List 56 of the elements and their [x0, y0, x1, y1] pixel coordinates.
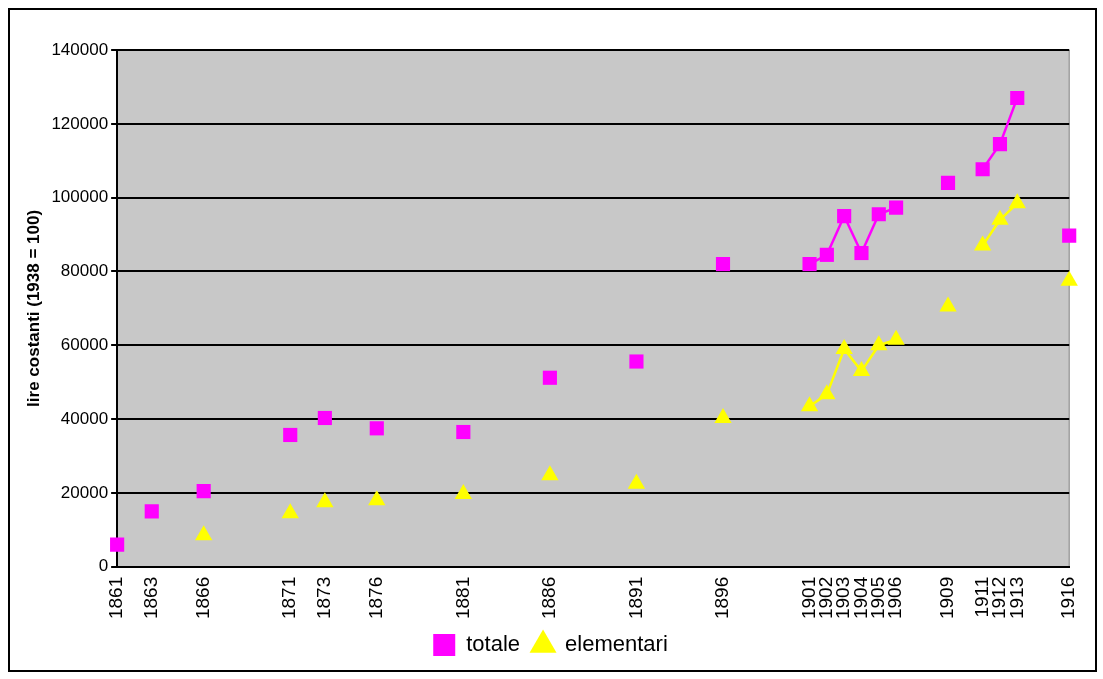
point — [456, 424, 471, 440]
point — [835, 338, 853, 354]
point — [368, 490, 386, 506]
point — [887, 329, 905, 345]
point — [837, 209, 852, 224]
point — [454, 484, 472, 500]
x-tick-label: 1916 — [1057, 576, 1079, 620]
y-axis-title: lire costanti (1938 = 100) — [23, 209, 43, 407]
point — [629, 354, 644, 369]
point — [871, 207, 886, 222]
y-tick-label: 140000 — [51, 39, 109, 59]
point — [195, 525, 213, 541]
x-tick-label: 1863 — [139, 576, 161, 620]
y-tick-label: 120000 — [51, 113, 109, 133]
x-tick-label: 1861 — [105, 576, 127, 620]
point — [317, 410, 332, 426]
point — [889, 200, 904, 215]
point — [800, 396, 819, 412]
x-tick-label: 1886 — [538, 576, 560, 620]
point — [870, 335, 888, 351]
legend-label: elementari — [565, 631, 668, 657]
point — [975, 162, 990, 177]
point — [627, 473, 646, 489]
legend-label: totale — [466, 631, 521, 657]
point — [819, 247, 834, 262]
point — [281, 503, 299, 519]
point — [802, 257, 817, 272]
point — [818, 384, 836, 400]
x-tick-label: 1896 — [711, 576, 733, 620]
y-tick-label: 80000 — [60, 261, 109, 281]
x-tick-label: 1876 — [365, 576, 387, 620]
point — [542, 370, 557, 385]
x-tick-label: 1873 — [313, 576, 335, 620]
point — [541, 465, 559, 481]
y-tick-label: 60000 — [60, 334, 109, 354]
x-tick-label: 1871 — [278, 576, 300, 620]
point — [939, 296, 957, 312]
x-tick-label: 1909 — [936, 576, 958, 620]
point — [852, 361, 871, 377]
y-tick-label: 40000 — [60, 408, 109, 428]
x-tick-label: 1866 — [191, 576, 213, 620]
point — [1062, 228, 1077, 243]
y-tick-label: 20000 — [60, 482, 109, 502]
x-tick-label: 1891 — [624, 576, 646, 620]
point — [714, 407, 732, 423]
y-tick-label: 100000 — [51, 187, 109, 207]
point — [1010, 90, 1025, 106]
point — [316, 492, 334, 508]
point — [854, 245, 869, 261]
point — [715, 257, 731, 272]
point — [992, 137, 1008, 152]
point — [283, 427, 298, 443]
x-tick-label: 1881 — [451, 576, 473, 620]
point — [369, 421, 384, 436]
point — [940, 175, 956, 190]
y-tick-label: 0 — [98, 556, 109, 576]
